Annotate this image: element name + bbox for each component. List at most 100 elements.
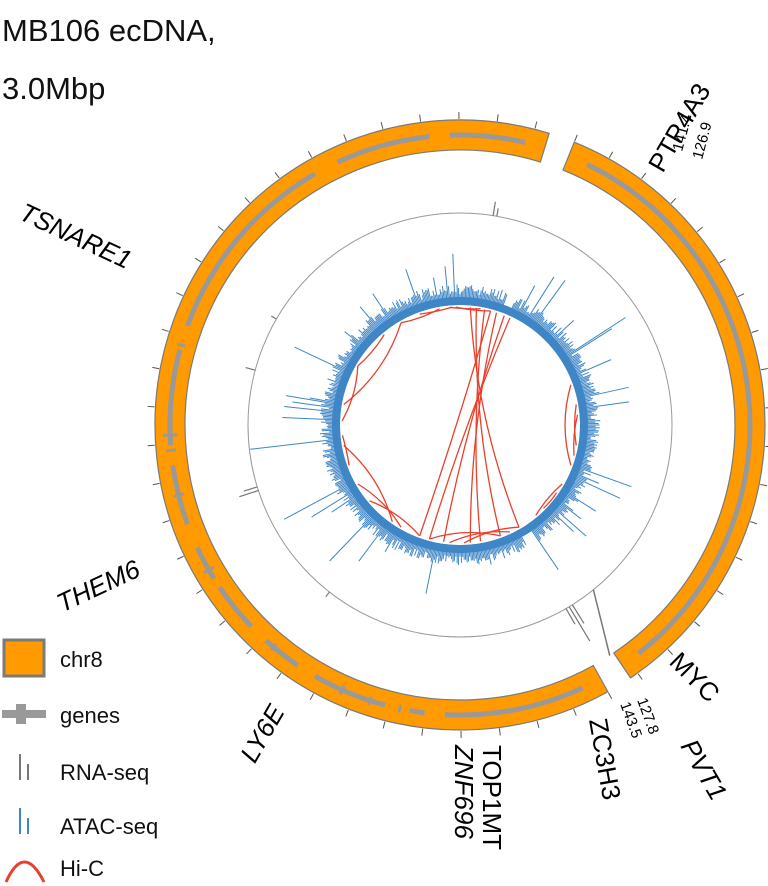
- atac-peak: [453, 292, 454, 305]
- rna-peak: [244, 487, 257, 491]
- tick: [176, 293, 182, 296]
- tick: [760, 484, 767, 485]
- tick: [152, 367, 159, 368]
- atac-peak: [454, 545, 455, 561]
- atac-peak: [580, 421, 600, 422]
- atac-peak: [580, 417, 591, 418]
- tick: [195, 258, 201, 262]
- tick: [761, 368, 768, 369]
- tick: [247, 649, 252, 654]
- tick: [638, 674, 642, 680]
- tick: [752, 330, 759, 332]
- tick: [720, 259, 726, 263]
- rna-peak: [569, 607, 590, 641]
- gene-label-pvt1: PVT1: [675, 734, 733, 805]
- rna-peak: [566, 609, 575, 625]
- tick: [422, 729, 423, 736]
- rna-peak: [493, 202, 495, 216]
- tick: [162, 329, 169, 331]
- atac-peak: [548, 320, 573, 343]
- atac-peak: [330, 512, 377, 561]
- rna-peak: [246, 368, 256, 371]
- gene-label-them6: THEM6: [52, 553, 145, 618]
- tick: [163, 521, 170, 523]
- tick: [308, 151, 311, 157]
- legend-item-atac: ATAC-seq: [0, 804, 240, 844]
- gene-exon: [177, 344, 185, 346]
- legend-label-chr8: chr8: [60, 647, 103, 673]
- tick: [275, 172, 279, 178]
- rna-bars-icon: [2, 750, 52, 790]
- tick: [574, 709, 577, 715]
- tick: [497, 114, 498, 121]
- tick: [671, 198, 676, 203]
- tick: [177, 556, 183, 559]
- atac-peak: [464, 289, 465, 305]
- gene-exon: [166, 450, 176, 451]
- tick: [381, 122, 383, 129]
- tick: [218, 226, 223, 230]
- rna-peak: [239, 491, 258, 497]
- tick: [420, 115, 421, 122]
- tick: [344, 134, 347, 140]
- legend-item-chr8: chr8: [0, 638, 240, 678]
- tick: [717, 591, 723, 595]
- atac-peak: [580, 429, 596, 430]
- gene-label-ly6e: LY6E: [234, 699, 291, 768]
- atac-peak: [465, 545, 466, 560]
- tick: [310, 694, 313, 700]
- tick: [738, 294, 744, 297]
- tick: [383, 722, 385, 729]
- atac-peak: [329, 431, 340, 432]
- tick-marks: [148, 112, 768, 738]
- rna-link: [593, 590, 609, 656]
- tick: [736, 557, 742, 560]
- gene-label-top1mt: TOP1MT: [477, 745, 507, 850]
- gene-label-myc: MYC: [664, 646, 726, 708]
- legend-item-genes: genes: [0, 698, 240, 738]
- tick: [196, 590, 202, 594]
- legend-label-genes: genes: [60, 703, 120, 729]
- hic-link: [429, 532, 500, 539]
- tick: [694, 622, 699, 626]
- tick: [346, 710, 349, 717]
- tick: [277, 673, 281, 679]
- gene-label-tsnare1: TSNARE1: [15, 197, 136, 275]
- atac-peak: [580, 418, 591, 419]
- tick: [609, 152, 612, 158]
- atac-peak: [322, 429, 341, 430]
- gene-exon: [399, 705, 401, 713]
- gene-label-znf696: ZNF696: [449, 744, 479, 839]
- gene-bar-icon: [2, 698, 52, 738]
- rna-peak: [326, 592, 330, 597]
- orange-box-icon: [2, 638, 52, 678]
- legend-label-atac: ATAC-seq: [60, 814, 158, 840]
- legend-label-hic: Hi-C: [60, 856, 104, 882]
- rna-peak: [497, 208, 498, 216]
- segment-ring: [155, 120, 765, 730]
- rna-peak: [271, 316, 276, 319]
- tick: [642, 173, 646, 179]
- tick: [535, 122, 537, 129]
- legend-item-hic: Hi-C: [0, 846, 240, 886]
- tick: [245, 198, 250, 203]
- tick: [575, 135, 578, 141]
- rna-track-baseline: [248, 213, 672, 637]
- hic-link: [565, 385, 571, 466]
- atac-peak: [569, 475, 620, 498]
- gene-feature: [410, 711, 425, 713]
- atac-peak: [250, 439, 341, 449]
- tick: [537, 721, 539, 728]
- tick: [750, 522, 757, 524]
- legend-label-rna: RNA-seq: [60, 760, 149, 786]
- atac-bars-icon: [2, 804, 52, 844]
- tick: [220, 621, 225, 625]
- tick: [668, 650, 673, 655]
- hic-link: [476, 308, 500, 536]
- hic-link: [420, 311, 491, 536]
- hic-track: [342, 307, 577, 543]
- legend-item-rna: RNA-seq: [0, 750, 240, 790]
- hic-arc-icon: [2, 846, 52, 886]
- rna-seq-track: [239, 202, 609, 656]
